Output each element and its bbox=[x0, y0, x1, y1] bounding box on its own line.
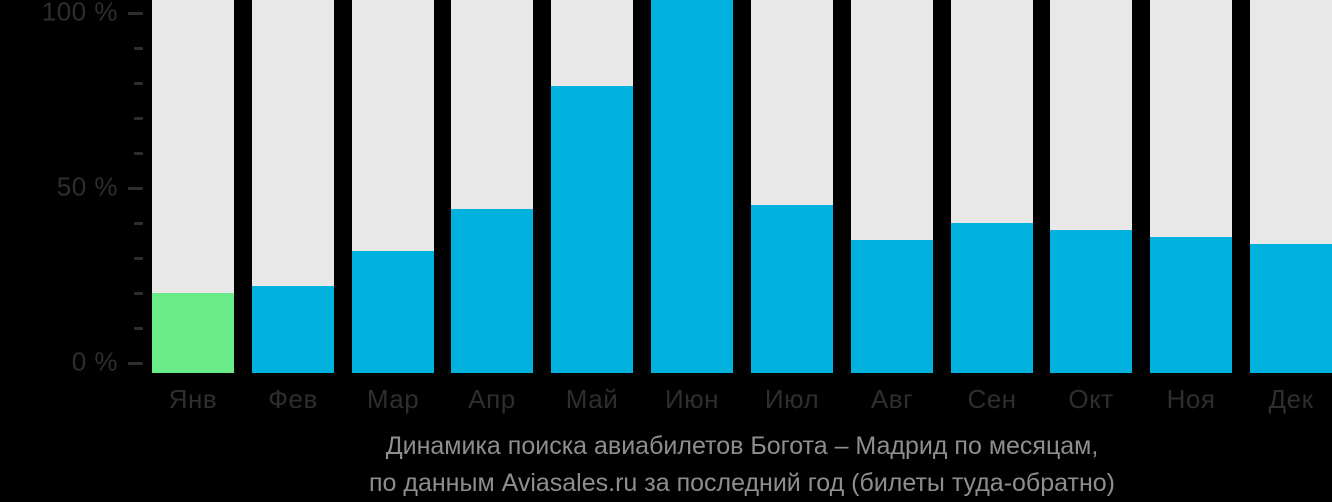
x-tick-label: Апр bbox=[468, 384, 516, 414]
chart-caption: Динамика поиска авиабилетов Богота – Мад… bbox=[152, 428, 1332, 502]
bar-fill bbox=[651, 0, 733, 373]
y-tick-label: 100 % bbox=[41, 0, 118, 27]
bar-fill bbox=[1250, 244, 1332, 373]
x-tick-label: Окт bbox=[1068, 384, 1114, 414]
bar-fill bbox=[1150, 237, 1232, 373]
x-tick-label: Ноя bbox=[1166, 384, 1216, 414]
y-tick-minor bbox=[134, 47, 143, 50]
y-tick-major bbox=[128, 362, 143, 365]
bar-fill bbox=[751, 205, 833, 373]
bar-fill bbox=[451, 209, 533, 373]
bar-fill bbox=[1050, 230, 1132, 373]
bar-fill bbox=[951, 223, 1033, 373]
caption-line-2: по данным Aviasales.ru за последний год … bbox=[369, 469, 1115, 497]
bar-track bbox=[951, 0, 1033, 373]
y-tick-minor bbox=[134, 257, 143, 260]
bar-track bbox=[651, 0, 733, 373]
bar-fill bbox=[152, 293, 234, 373]
y-tick-label: 50 % bbox=[56, 171, 118, 202]
y-tick-minor bbox=[134, 152, 143, 155]
x-tick-label: Мар bbox=[366, 384, 420, 414]
y-tick-minor bbox=[134, 222, 143, 225]
x-tick-label: Июн bbox=[664, 384, 720, 414]
y-tick-minor bbox=[134, 292, 143, 295]
x-tick-label: Май bbox=[565, 384, 619, 414]
y-tick-minor bbox=[134, 117, 143, 120]
bar-track bbox=[751, 0, 833, 373]
bar-fill bbox=[851, 240, 933, 373]
bar-track bbox=[352, 0, 434, 373]
y-tick-minor bbox=[134, 82, 143, 85]
x-tick-label: Дек bbox=[1268, 384, 1314, 414]
y-tick-major bbox=[128, 12, 143, 15]
x-tick-label: Фев bbox=[268, 384, 318, 414]
y-tick-label: 0 % bbox=[71, 346, 118, 377]
x-tick-label: Авг bbox=[870, 384, 914, 414]
bar-track bbox=[551, 0, 633, 373]
bar-fill bbox=[551, 86, 633, 373]
bar-track bbox=[1150, 0, 1232, 373]
y-tick-major bbox=[128, 187, 143, 190]
bar-fill bbox=[352, 251, 434, 373]
bar-track bbox=[152, 0, 234, 373]
x-tick-label: Июл bbox=[764, 384, 820, 414]
bar-track bbox=[451, 0, 533, 373]
bar-fill bbox=[252, 286, 334, 373]
bar-track bbox=[851, 0, 933, 373]
bar-track bbox=[1250, 0, 1332, 373]
x-tick-label: Сен bbox=[967, 384, 1017, 414]
x-tick-label: Янв bbox=[168, 384, 218, 414]
caption-line-1: Динамика поиска авиабилетов Богота – Мад… bbox=[385, 432, 1099, 460]
bar-track bbox=[1050, 0, 1132, 373]
y-tick-minor bbox=[134, 327, 143, 330]
bar-track bbox=[252, 0, 334, 373]
